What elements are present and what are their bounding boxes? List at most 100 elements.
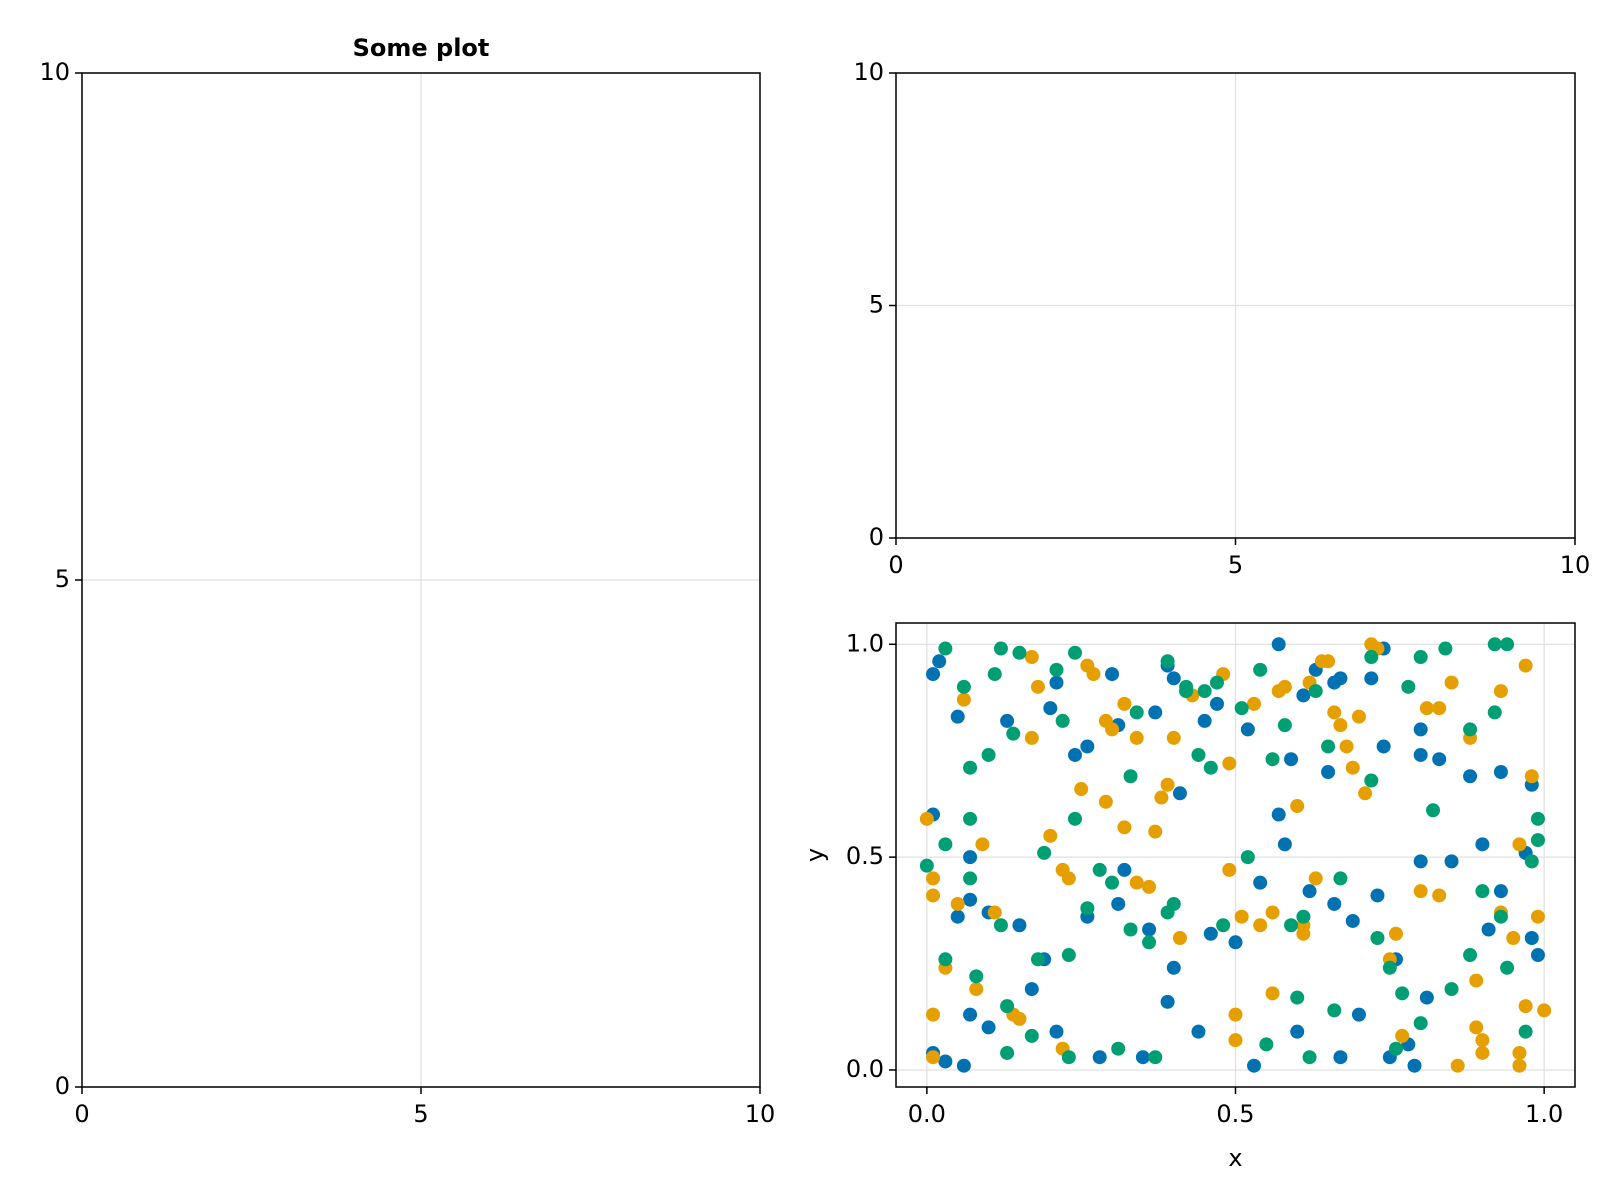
point (926, 1007, 941, 1022)
point (1475, 1045, 1490, 1060)
point (1469, 1020, 1484, 1035)
point (1290, 990, 1305, 1005)
point (1203, 760, 1218, 775)
point (1401, 679, 1416, 694)
y-tick-label: 0.0 (846, 1055, 884, 1083)
x-tick-label: 5 (413, 1100, 428, 1128)
point (1228, 1033, 1243, 1048)
point (1296, 926, 1311, 941)
point (1086, 667, 1101, 682)
point (1277, 718, 1292, 733)
point (1321, 764, 1336, 779)
y-tick-label: 5 (869, 291, 884, 319)
point (1413, 747, 1428, 762)
point (963, 850, 978, 865)
point (1253, 918, 1268, 933)
point (1203, 926, 1218, 941)
point (963, 892, 978, 907)
point (1351, 709, 1366, 724)
point (1358, 786, 1373, 801)
point (1308, 684, 1323, 699)
axes-frame (81, 72, 761, 1088)
point (1037, 845, 1052, 860)
point (1265, 986, 1280, 1001)
point (1506, 931, 1521, 946)
point (1024, 650, 1039, 665)
point (1512, 1045, 1527, 1060)
point (1092, 862, 1107, 877)
point (1388, 926, 1403, 941)
point (1265, 752, 1280, 767)
point (1388, 1041, 1403, 1056)
point (1444, 675, 1459, 690)
point (938, 1054, 953, 1069)
x-tick-label: 5 (1228, 551, 1243, 579)
point (1345, 913, 1360, 928)
point (956, 692, 971, 707)
point (1493, 884, 1508, 899)
point (1234, 701, 1249, 716)
point (1487, 705, 1502, 720)
point (1327, 705, 1342, 720)
y-tick-label: 1.0 (846, 629, 884, 657)
point (1111, 896, 1126, 911)
point (1228, 1007, 1243, 1022)
point (1259, 1037, 1274, 1052)
y-tick-label: 5 (55, 565, 70, 593)
point (1228, 935, 1243, 950)
point (926, 667, 941, 682)
point (1481, 922, 1496, 937)
point (1043, 828, 1058, 843)
point (1265, 905, 1280, 920)
point (1234, 909, 1249, 924)
point (1444, 854, 1459, 869)
point (938, 641, 953, 656)
point (1432, 752, 1447, 767)
point (1333, 871, 1348, 886)
point (1277, 837, 1292, 852)
point (1493, 909, 1508, 924)
point (1135, 1050, 1150, 1065)
point (1524, 931, 1539, 946)
point (1302, 884, 1317, 899)
point (1068, 645, 1083, 660)
point (1271, 637, 1286, 652)
point (1148, 1050, 1163, 1065)
point (1284, 752, 1299, 767)
point (1413, 854, 1428, 869)
point (1333, 671, 1348, 686)
point (1142, 922, 1157, 937)
point (1209, 675, 1224, 690)
point (1290, 1024, 1305, 1039)
point (1000, 999, 1015, 1014)
point (1123, 769, 1138, 784)
point (1450, 1058, 1465, 1073)
point (1012, 1011, 1027, 1026)
point (1172, 786, 1187, 801)
point (1216, 918, 1231, 933)
point (1463, 769, 1478, 784)
point (987, 905, 1002, 920)
point (1302, 1050, 1317, 1065)
x-tick-label: 0.0 (908, 1100, 946, 1128)
point (1426, 803, 1441, 818)
point (993, 918, 1008, 933)
point (1327, 1003, 1342, 1018)
point (1518, 1024, 1533, 1039)
point (1049, 675, 1064, 690)
point (1012, 645, 1027, 660)
axes-frame (895, 72, 1576, 539)
point (1247, 696, 1262, 711)
point (1129, 705, 1144, 720)
point (1524, 854, 1539, 869)
point (1327, 896, 1342, 911)
point (1191, 1024, 1206, 1039)
point (1030, 952, 1045, 967)
point (1271, 807, 1286, 822)
point (1296, 909, 1311, 924)
point (1463, 722, 1478, 737)
point (1253, 875, 1268, 890)
point (1284, 918, 1299, 933)
point (1240, 850, 1255, 865)
point (1530, 833, 1545, 848)
